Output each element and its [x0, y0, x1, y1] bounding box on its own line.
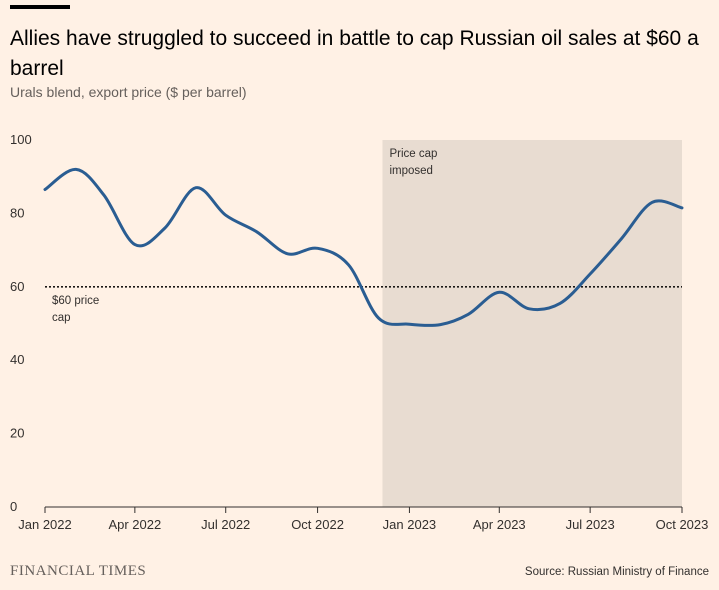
reference-line-label: cap [52, 312, 71, 324]
chart-title: Allies have struggled to succeed in batt… [10, 27, 699, 80]
price-cap-shaded-region [382, 140, 682, 507]
y-tick-label: 0 [10, 499, 17, 514]
x-tick-label: Apr 2023 [473, 517, 526, 532]
urals-price-line [43, 167, 684, 328]
x-tick-label: Apr 2022 [108, 517, 161, 532]
y-tick-label: 40 [10, 352, 24, 367]
source-note: Source: Russian Ministry of Finance [524, 566, 709, 578]
y-tick-label: 60 [10, 279, 24, 294]
x-tick-label: Oct 2023 [656, 517, 709, 532]
x-tick-label: Jul 2023 [566, 517, 615, 532]
shaded-region-label: Price cap [389, 148, 437, 160]
x-tick-label: Oct 2022 [291, 517, 344, 532]
x-tick-label: Jan 2022 [18, 517, 72, 532]
y-tick-label: 100 [10, 132, 32, 147]
reference-line-label: $60 price [52, 295, 99, 307]
chart-subtitle: Urals blend, export price ($ per barrel) [10, 84, 247, 100]
x-tick-label: Jan 2023 [383, 517, 437, 532]
y-tick-label: 80 [10, 205, 24, 220]
shaded-region-label: imposed [389, 165, 432, 177]
ft-logo: FINANCIAL TIMES [10, 563, 147, 579]
x-tick-label: Jul 2022 [201, 517, 250, 532]
top-rule [10, 5, 70, 9]
y-tick-label: 20 [10, 426, 24, 441]
